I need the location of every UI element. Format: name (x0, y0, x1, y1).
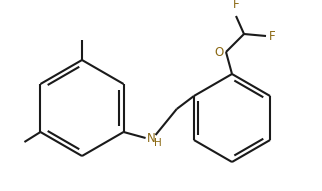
Text: O: O (214, 46, 223, 60)
Text: H: H (154, 138, 161, 148)
Text: F: F (233, 0, 239, 11)
Text: F: F (269, 29, 276, 43)
Text: N: N (147, 133, 155, 146)
